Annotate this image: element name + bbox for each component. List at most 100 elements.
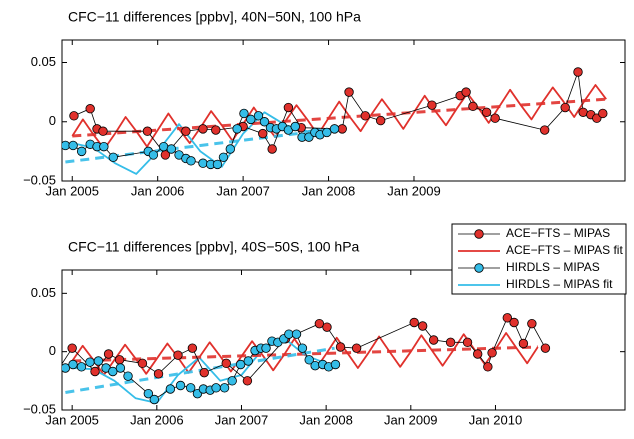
data-point xyxy=(573,67,583,77)
x-tick-label: Jan 2009 xyxy=(384,412,438,427)
data-point xyxy=(68,140,78,151)
data-point xyxy=(137,358,148,369)
chart-title: CFC−11 differences [ppbv], 40S−50S, 100 … xyxy=(68,239,360,255)
data-point xyxy=(225,144,236,154)
data-point xyxy=(261,343,271,353)
data-point xyxy=(108,152,118,163)
x-tick-label: Jan 2010 xyxy=(469,412,523,427)
chart-title: CFC−11 differences [ppbv], 40N−50N, 100 … xyxy=(68,9,361,25)
data-point xyxy=(143,388,154,399)
y-tick-label: 0 xyxy=(49,343,56,358)
data-point xyxy=(123,371,133,381)
data-point xyxy=(314,318,325,329)
data-point xyxy=(253,111,264,121)
data-point xyxy=(114,355,125,365)
legend-label: HIRDLS – MIPAS fit xyxy=(506,277,613,291)
x-tick-label: Jan 2006 xyxy=(131,183,185,198)
data-point xyxy=(242,376,253,386)
data-point xyxy=(481,107,492,117)
x-tick-label: Jan 2008 xyxy=(302,183,356,198)
data-point xyxy=(267,144,277,154)
data-point xyxy=(108,366,118,377)
data-point xyxy=(98,126,108,136)
data-point xyxy=(445,337,456,348)
data-point xyxy=(344,87,354,97)
data-point xyxy=(472,349,483,359)
y-tick-label: 0.05 xyxy=(31,285,56,300)
data-point xyxy=(322,322,332,332)
data-point xyxy=(290,121,300,132)
trend-line xyxy=(65,346,335,394)
data-point xyxy=(490,113,500,123)
data-point xyxy=(53,367,62,376)
legend: ACE−FTS – MIPAS ACE−FTS – MIPAS fit HIRDLS… xyxy=(451,223,627,295)
series-layer xyxy=(62,67,608,175)
data-point xyxy=(527,318,537,329)
x-tick-label: Jan 2006 xyxy=(130,412,184,427)
data-point xyxy=(417,321,428,331)
data-point xyxy=(185,383,196,393)
y-tick-label: −0.05 xyxy=(23,172,56,187)
legend-label: HIRDLS – MIPAS xyxy=(506,260,600,274)
data-point xyxy=(578,107,588,117)
data-point xyxy=(153,369,164,379)
connector-line xyxy=(73,71,604,156)
x-tick-label: Jan 2008 xyxy=(299,412,353,427)
x-tick-label: Jan 2007 xyxy=(215,412,269,427)
fit-line xyxy=(71,84,607,150)
data-point xyxy=(198,158,208,168)
y-tick-label: −0.05 xyxy=(23,401,56,416)
data-point xyxy=(76,146,87,157)
data-point xyxy=(181,126,191,136)
data-point xyxy=(518,338,529,349)
plot-area xyxy=(53,269,626,411)
data-point xyxy=(483,362,493,372)
data-point xyxy=(93,356,104,366)
data-point xyxy=(330,359,341,370)
data-point xyxy=(427,100,437,110)
data-point xyxy=(227,376,237,386)
data-point xyxy=(158,141,169,152)
series-layer xyxy=(53,313,551,405)
data-point xyxy=(85,357,95,367)
data-point xyxy=(149,394,159,405)
axes-box xyxy=(61,269,626,411)
data-point xyxy=(85,104,95,114)
data-point xyxy=(165,384,176,394)
data-point xyxy=(246,114,256,125)
data-point xyxy=(212,159,223,170)
data-point xyxy=(283,102,294,113)
data-point xyxy=(175,380,186,391)
data-point xyxy=(142,126,153,136)
legend-label: ACE−FTS – MIPAS xyxy=(506,226,610,240)
data-point xyxy=(310,360,320,371)
data-point xyxy=(62,363,71,373)
x-tick-label: Jan 2005 xyxy=(45,412,99,427)
data-point xyxy=(259,117,270,127)
data-point xyxy=(329,124,340,134)
data-point xyxy=(243,356,253,366)
data-point xyxy=(502,313,513,323)
legend-label: ACE−FTS – MIPAS fit xyxy=(506,243,623,257)
x-tick-label: Jan 2005 xyxy=(46,183,100,198)
y-tick-label: 0 xyxy=(49,113,56,128)
x-tick-label: Jan 2007 xyxy=(216,183,270,198)
data-point xyxy=(69,111,79,121)
legend-marker xyxy=(474,263,484,273)
data-point xyxy=(199,367,209,378)
data-point xyxy=(462,337,473,348)
data-point xyxy=(428,335,439,345)
data-point xyxy=(218,152,229,163)
data-point xyxy=(235,359,246,370)
data-point xyxy=(211,125,221,135)
data-point xyxy=(219,383,230,393)
data-point xyxy=(198,124,208,134)
plot-area xyxy=(61,39,626,182)
data-point xyxy=(99,141,109,152)
data-point xyxy=(560,102,570,113)
data-point xyxy=(297,343,308,353)
data-point xyxy=(68,359,78,370)
axes-box xyxy=(61,39,626,182)
data-point xyxy=(468,101,478,112)
